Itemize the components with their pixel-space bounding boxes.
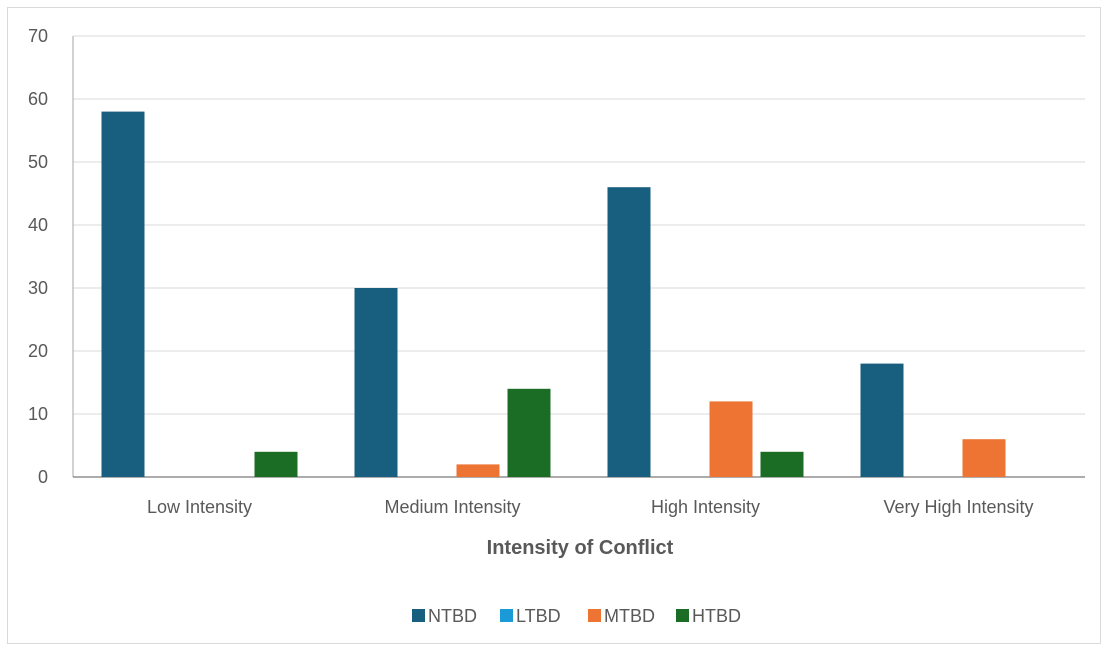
bar-mtbd-high-intensity <box>709 401 753 477</box>
legend-label-htbd: HTBD <box>692 606 741 626</box>
legend-label-mtbd: MTBD <box>604 606 655 626</box>
x-tick-label: High Intensity <box>651 497 760 517</box>
bar-mtbd-very-high-intensity <box>962 439 1006 477</box>
x-axis-title: Intensity of Conflict <box>487 537 674 559</box>
y-tick-label: 30 <box>28 278 48 298</box>
bar-mtbd-medium-intensity <box>456 464 500 477</box>
legend-swatch-htbd <box>676 609 689 622</box>
bar-htbd-medium-intensity <box>507 388 551 477</box>
bar-ntbd-low-intensity <box>101 111 145 477</box>
legend-label-ltbd: LTBD <box>516 606 561 626</box>
legend-label-ntbd: NTBD <box>428 606 477 626</box>
bar-htbd-high-intensity <box>760 451 804 477</box>
legend-swatch-ntbd <box>412 609 425 622</box>
y-tick-label: 40 <box>28 215 48 235</box>
bar-ntbd-medium-intensity <box>354 288 398 477</box>
y-tick-label: 0 <box>38 467 48 487</box>
legend-swatch-mtbd <box>588 609 601 622</box>
x-tick-label: Very High Intensity <box>883 497 1033 517</box>
legend-swatch-ltbd <box>500 609 513 622</box>
chart-frame <box>7 7 1101 644</box>
y-tick-label: 10 <box>28 404 48 424</box>
x-tick-label: Low Intensity <box>147 497 252 517</box>
y-tick-label: 60 <box>28 89 48 109</box>
y-tick-label: 50 <box>28 152 48 172</box>
y-tick-label: 70 <box>28 26 48 46</box>
bar-ntbd-very-high-intensity <box>860 363 904 477</box>
bar-htbd-low-intensity <box>254 451 298 477</box>
x-tick-label: Medium Intensity <box>384 497 520 517</box>
bar-ntbd-high-intensity <box>607 187 651 477</box>
y-tick-label: 20 <box>28 341 48 361</box>
